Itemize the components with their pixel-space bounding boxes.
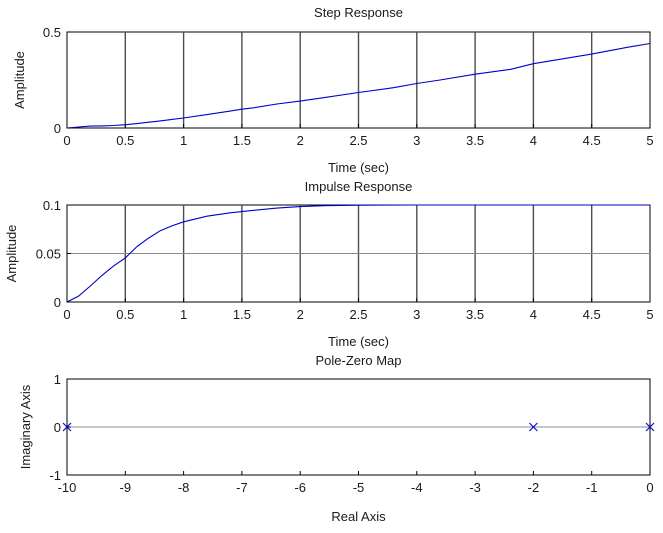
x-tick-label: -2 [528, 480, 540, 495]
x-tick-label: 1.5 [233, 307, 251, 322]
series-line [66, 204, 650, 303]
y-axis-label: Amplitude [12, 51, 27, 109]
x-tick-label: 3 [413, 307, 420, 322]
y-axis-label: Amplitude [4, 225, 19, 283]
x-tick-label: -5 [353, 480, 365, 495]
x-tick-label: -1 [586, 480, 598, 495]
x-tick-label: 3.5 [466, 133, 484, 148]
pole-marker-stroke [528, 422, 538, 432]
x-tick-label: -4 [411, 480, 423, 495]
x-tick-label: 2 [297, 307, 304, 322]
x-tick-label: 4.5 [583, 133, 601, 148]
y-tick-label: 0.05 [36, 247, 61, 262]
x-tick-label: 0 [63, 133, 70, 148]
pole-marker [645, 422, 655, 432]
x-tick-label: 0.5 [116, 133, 134, 148]
impulse-response-panel: 0 0.5 1 1.5 2 2.5 3 3.5 4 4.5 5 0 0.05 0.1 Impulse Res… [4, 179, 654, 349]
x-tick-label: 2 [297, 133, 304, 148]
y-tick-label: 0 [54, 295, 61, 310]
pole-marker-stroke [645, 422, 655, 432]
y-tick-label: 0.1 [43, 198, 61, 213]
x-axis-label: Time (sec) [328, 160, 389, 175]
y-tick-label: 0 [54, 121, 61, 136]
x-axis-label: Real Axis [331, 509, 386, 524]
x-tick-label: 0.5 [116, 307, 134, 322]
x-tick-label: 0 [646, 480, 653, 495]
x-tick-label: -10 [58, 480, 77, 495]
x-tick-label: 5 [646, 133, 653, 148]
y-tick-label: -1 [49, 468, 61, 483]
chart-title: Impulse Response [305, 179, 413, 194]
pole-marker [528, 422, 538, 432]
y-axis-label: Imaginary Axis [18, 384, 33, 469]
x-tick-label: 1 [180, 307, 187, 322]
x-tick-label: -8 [178, 480, 190, 495]
x-tick-label: 1 [180, 133, 187, 148]
y-tick-label: 1 [54, 372, 61, 387]
x-tick-label: -3 [469, 480, 481, 495]
series-line [66, 42, 651, 129]
x-tick-label: 4 [530, 307, 537, 322]
x-tick-label: 2.5 [349, 133, 367, 148]
x-tick-label: 3.5 [466, 307, 484, 322]
step-response-panel: 0 0.5 1 1.5 2 2.5 3 3.5 4 4.5 5 0 0.5 Step Response Ti… [12, 5, 654, 175]
y-tick-label: 0.5 [43, 25, 61, 40]
x-tick-label: 0 [63, 307, 70, 322]
x-tick-label: -7 [236, 480, 248, 495]
x-tick-label: 1.5 [233, 133, 251, 148]
x-tick-label: -6 [294, 480, 306, 495]
y-tick-label: 0 [54, 420, 61, 435]
chart-title: Step Response [314, 5, 403, 20]
x-tick-label: -9 [120, 480, 132, 495]
x-tick-label: 5 [646, 307, 653, 322]
x-tick-label: 4 [530, 133, 537, 148]
x-tick-label: 3 [413, 133, 420, 148]
x-axis-label: Time (sec) [328, 334, 389, 349]
chart-title: Pole-Zero Map [316, 353, 402, 368]
x-tick-label: 2.5 [349, 307, 367, 322]
x-tick-label: 4.5 [583, 307, 601, 322]
